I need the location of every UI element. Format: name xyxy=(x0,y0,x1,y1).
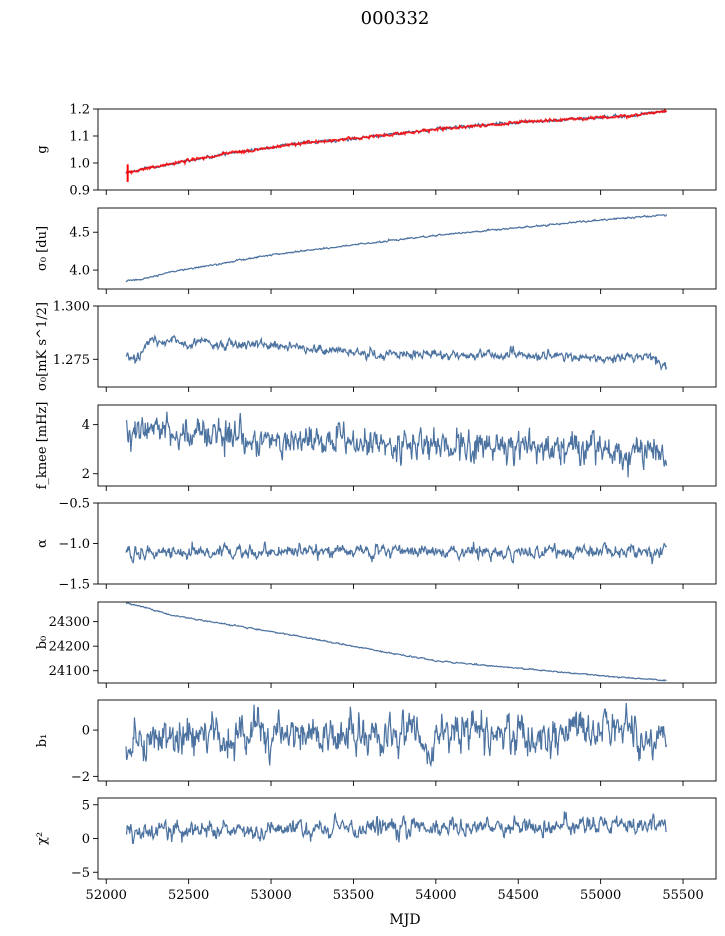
y-axis-label-alpha: α xyxy=(35,539,50,548)
series-line-b0 xyxy=(125,602,667,682)
y-axis-label-sigma0_du: σ₀ [du] xyxy=(35,226,50,271)
y-tick-label: 1.2 xyxy=(69,103,90,118)
axes-frame-b1 xyxy=(97,699,717,782)
y-tick-label: 5 xyxy=(82,798,90,813)
panel-g: 0.9 1.0 1.1 1.2 g xyxy=(35,103,717,199)
panel-sigma0_du: 4.0 4.5 σ₀ [du] xyxy=(35,207,717,294)
series-line-b1 xyxy=(125,702,668,768)
y-tick-label: −5 xyxy=(71,866,90,881)
y-axis-label-fknee: f_knee [mHz] xyxy=(35,402,50,490)
panel-b0: 24100 24200 24300 b₀ xyxy=(35,601,717,688)
x-tick-label: 54500 xyxy=(498,888,539,903)
axes-frame-sigma0_mK xyxy=(97,305,717,388)
panel-alpha: −1.5 −1.0 −0.5 α xyxy=(35,497,717,593)
y-tick-label: 0 xyxy=(82,724,90,739)
panel-b1: −2 0 b₁ xyxy=(35,699,717,786)
x-tick-label: 53500 xyxy=(333,888,374,903)
y-axis-label-b0: b₀ xyxy=(35,636,50,650)
y-tick-label: 2 xyxy=(82,467,90,482)
panel-chi2: −5 0 5 52000 52500 53000 53500 54000 54500 55000 5… xyxy=(35,797,717,903)
y-tick-label: 4.0 xyxy=(69,264,90,279)
x-axis-label: MJD xyxy=(389,912,420,928)
y-axis-label-b1: b₁ xyxy=(35,734,50,748)
y-tick-label: 1.300 xyxy=(53,300,90,315)
y-tick-label: 1.1 xyxy=(69,130,90,145)
panel-fknee: 2 4 f_knee [mHz] xyxy=(35,402,717,491)
y-axis-label-chi2: χ² xyxy=(35,832,50,845)
y-tick-label: 24100 xyxy=(49,664,90,679)
axes-frame-sigma0_du xyxy=(97,207,717,290)
y-tick-label: −2 xyxy=(71,770,90,785)
axes-frame-alpha xyxy=(97,502,717,585)
figure-title: 000332 xyxy=(361,8,430,29)
series-line-alpha xyxy=(125,541,668,565)
y-tick-label: 24200 xyxy=(49,640,90,655)
x-tick-label: 52500 xyxy=(168,888,209,903)
x-tick-label: 53000 xyxy=(250,888,291,903)
y-tick-label: 1.275 xyxy=(53,353,90,368)
series-line-sigma0_du xyxy=(125,214,668,283)
x-tick-label: 55500 xyxy=(662,888,703,903)
x-tick-label: 55000 xyxy=(580,888,621,903)
y-tick-label: 4 xyxy=(82,418,90,433)
series-line-chi2 xyxy=(125,811,667,845)
panels-group: 0.9 1.0 1.1 1.2 g 4.0 4.5 σ₀ [du] 1.275 1.300σ₀[m… xyxy=(35,103,717,903)
series-line-fknee xyxy=(125,411,668,478)
y-tick-label: 24300 xyxy=(49,615,90,630)
y-tick-label: −1.0 xyxy=(58,537,90,552)
y-axis-label-g: g xyxy=(35,145,50,153)
y-tick-label: −1.5 xyxy=(58,578,90,593)
y-tick-label: 1.0 xyxy=(69,157,90,172)
y-axis-label-sigma0_mK: σ₀[mK s^1/2] xyxy=(35,302,50,391)
y-tick-label: 0.9 xyxy=(69,184,90,199)
x-tick-label: 54000 xyxy=(415,888,456,903)
y-tick-label: 4.5 xyxy=(69,226,90,241)
series-line-sigma0_mK xyxy=(125,334,668,372)
y-tick-label: −0.5 xyxy=(58,497,90,512)
overlay-line-g xyxy=(125,108,668,176)
axes-frame-fknee xyxy=(97,404,717,487)
axes-frame-b0 xyxy=(97,601,717,684)
y-tick-label: 0 xyxy=(82,832,90,847)
axes-frame-g xyxy=(97,108,717,191)
x-tick-label: 52000 xyxy=(86,888,127,903)
